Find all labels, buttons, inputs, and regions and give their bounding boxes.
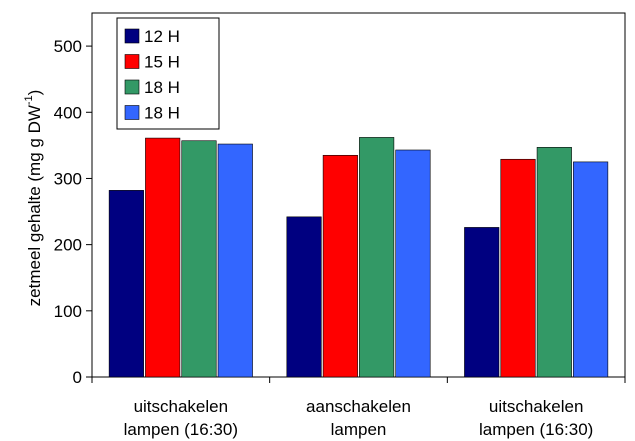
y-axis-title-sup: -1 [23, 95, 35, 105]
x-category-label: lampen [331, 420, 387, 439]
y-tick-label: 400 [54, 103, 82, 122]
bar [573, 161, 609, 378]
bar [464, 227, 500, 378]
x-category-label: aanschakelen [306, 397, 411, 416]
bar [217, 143, 253, 378]
y-axis-title-close: ) [25, 90, 44, 96]
legend: 12 H 15 H 18 H 18 H [116, 17, 220, 130]
legend-label: 18 H [144, 78, 180, 97]
bar [181, 140, 217, 378]
bar [536, 147, 572, 378]
y-tick-label: 300 [54, 169, 82, 188]
bar [108, 190, 144, 378]
bar [359, 137, 395, 378]
bars [108, 137, 609, 378]
legend-swatch [124, 28, 140, 44]
x-category-label: uitschakelen [134, 397, 229, 416]
legend-label: 15 H [144, 53, 180, 72]
y-tick-label: 0 [73, 368, 82, 387]
x-axis: uitschakelen lampen (16:30) aanschakelen la… [91, 377, 626, 439]
bar [145, 137, 181, 378]
bar [500, 158, 536, 378]
y-axis: 0 100 200 300 400 500 [54, 37, 92, 387]
bar [322, 154, 358, 378]
legend-swatch [124, 79, 140, 95]
legend-label: 18 H [144, 104, 180, 123]
y-axis-title: zetmeel gehalte (mg g DW-1) [23, 90, 44, 307]
bar [395, 149, 431, 378]
legend-swatch [124, 105, 140, 120]
bar [286, 216, 322, 378]
y-tick-label: 100 [54, 302, 82, 321]
legend-label: 12 H [144, 27, 180, 46]
y-tick-label: 500 [54, 37, 82, 56]
y-axis-title-main: zetmeel gehalte (mg g DW [25, 105, 44, 306]
x-category-label: uitschakelen [489, 397, 584, 416]
x-category-label: lampen (16:30) [124, 420, 238, 439]
legend-swatch [124, 54, 140, 69]
y-tick-label: 200 [54, 236, 82, 255]
x-category-label: lampen (16:30) [479, 420, 593, 439]
